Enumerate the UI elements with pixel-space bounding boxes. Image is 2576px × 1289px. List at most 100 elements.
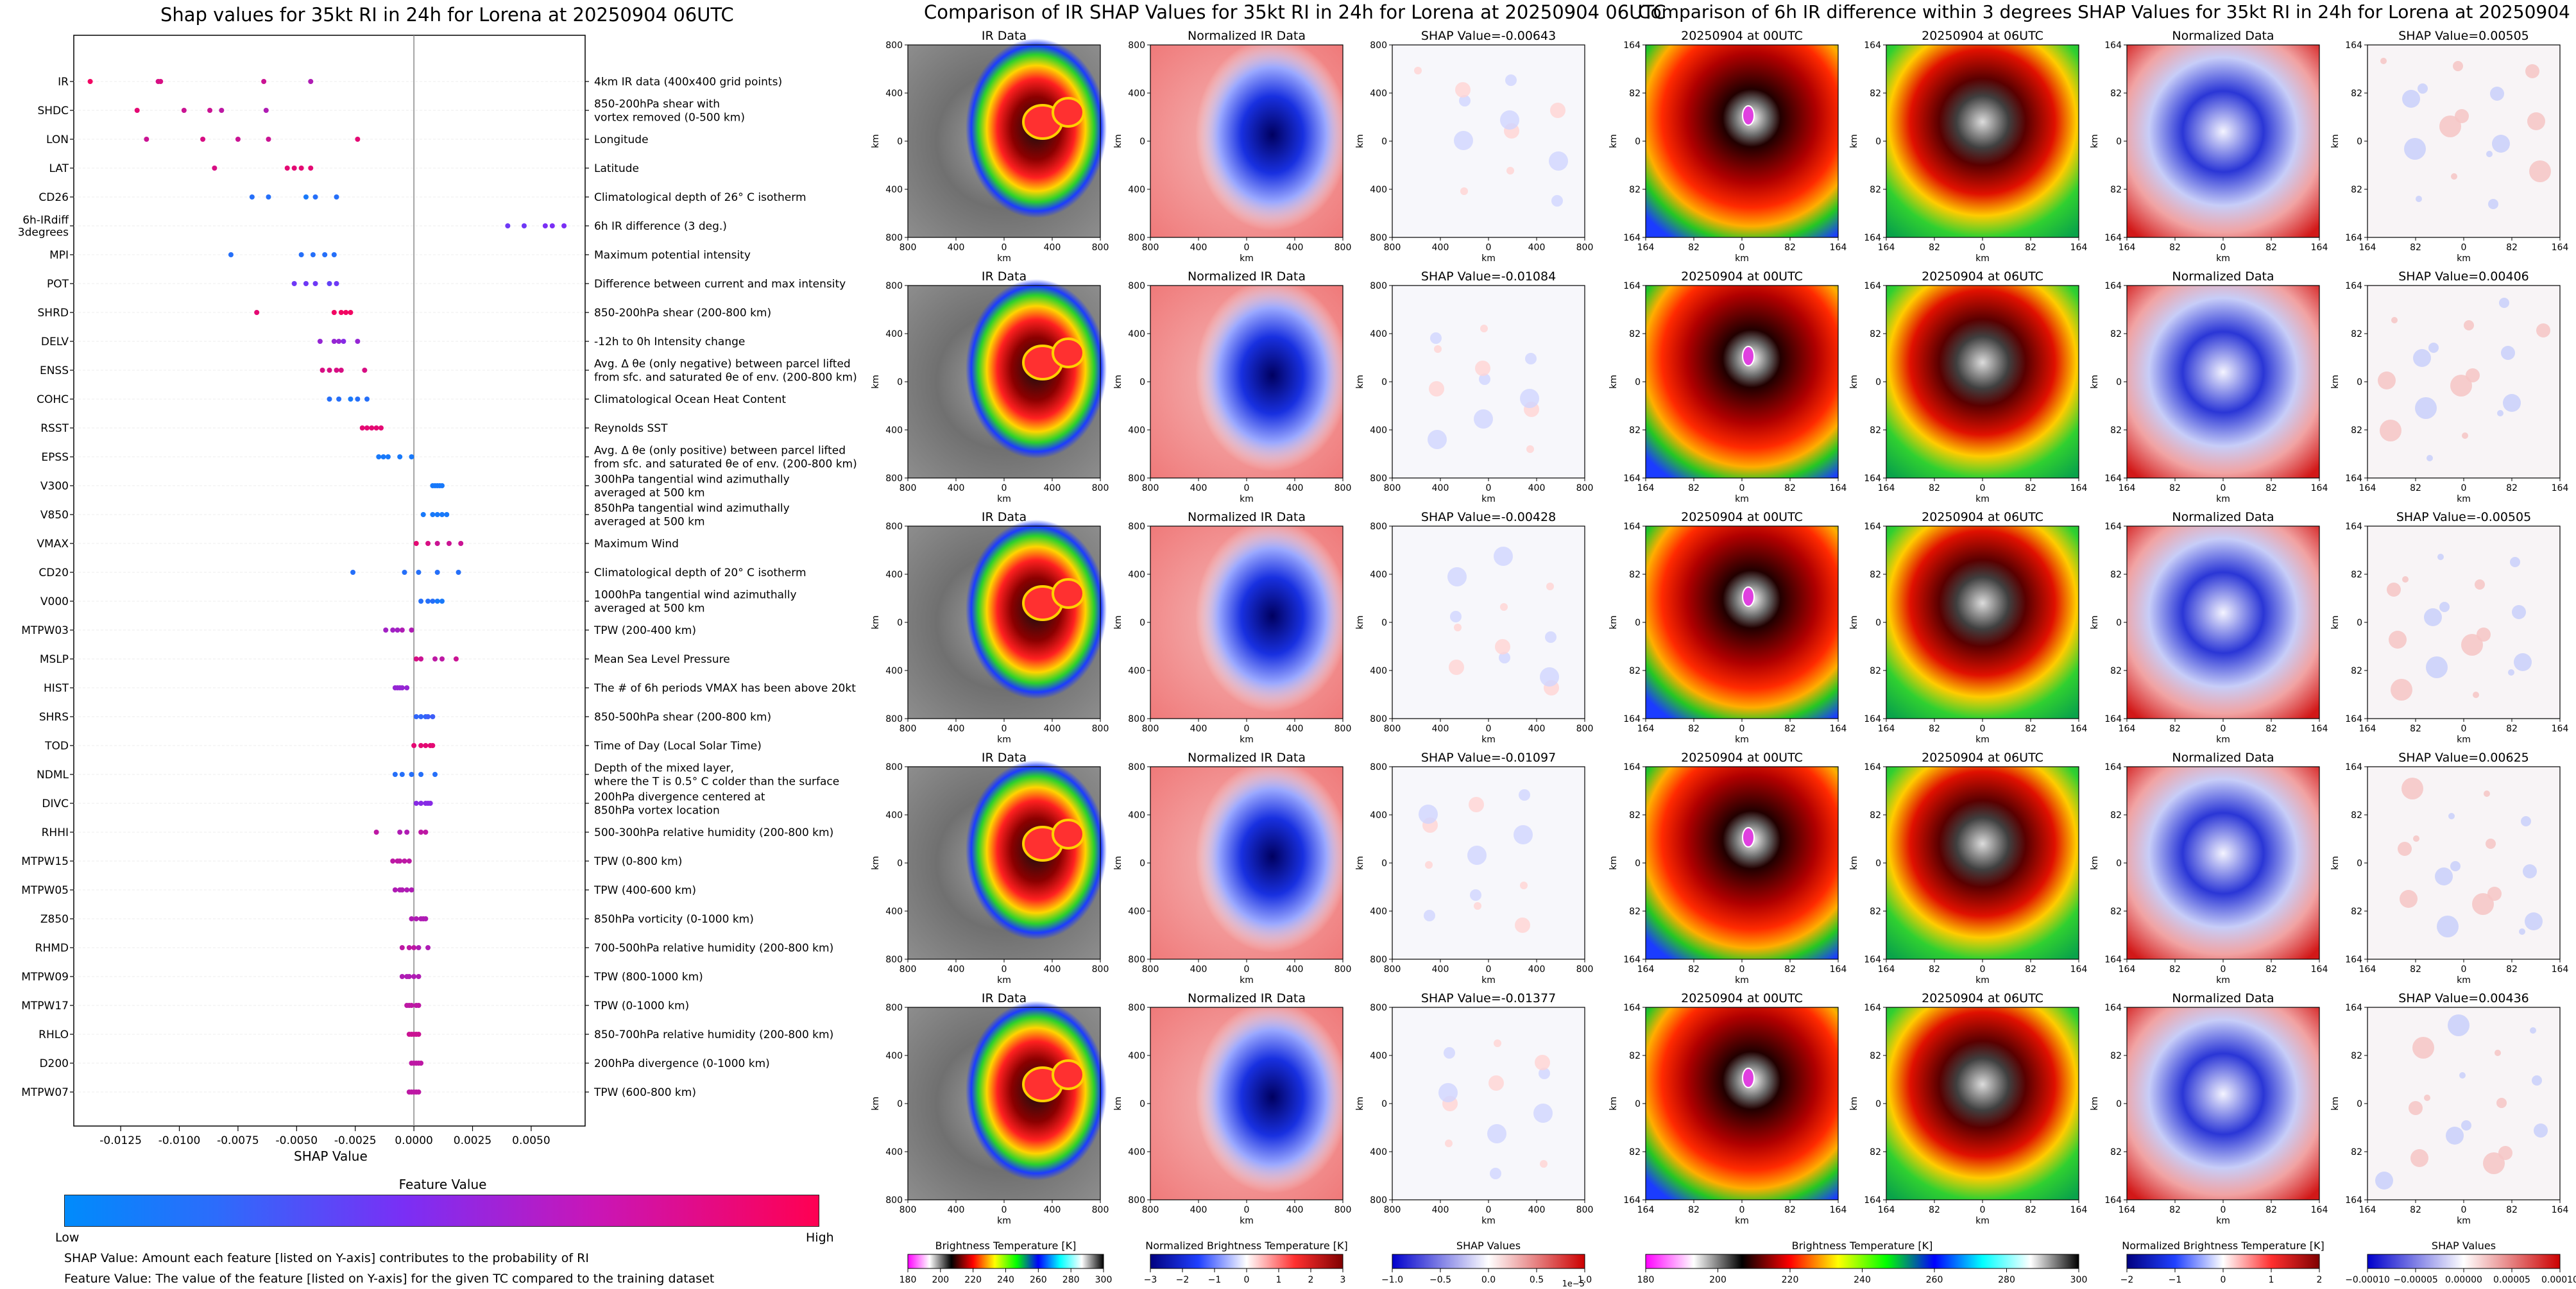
feature-description: Reynolds SST [594, 422, 668, 435]
shap-blob [2391, 317, 2398, 323]
y-tick-label: 82 [2351, 425, 2362, 436]
shap-point [348, 397, 354, 402]
shap-blob [2416, 196, 2422, 202]
x-axis-label: km [1735, 253, 1749, 264]
irdiff-normalized-image [2127, 526, 2319, 719]
shap-point [434, 541, 440, 546]
x-tick-label: 400 [1190, 483, 1207, 493]
feature-name: DIVC [42, 798, 69, 810]
shap-blob [1474, 409, 1493, 429]
x-tick-label: 400 [948, 724, 965, 734]
shap-point [402, 858, 407, 864]
x-tick-label: 82 [2265, 483, 2277, 493]
x-axis-label: km [1975, 494, 1990, 504]
feature-name: EPSS [41, 451, 69, 464]
y-tick-label: 164 [1864, 40, 1881, 51]
feature-description: 700-500hPa relative humidity (200-800 km… [594, 942, 833, 955]
y-tick-label: 400 [885, 425, 903, 436]
shap-blob [2501, 346, 2515, 360]
y-axis-label: km [1608, 1097, 1619, 1111]
shap-point [439, 656, 445, 662]
x-axis-label: km [2457, 735, 2471, 745]
shap-blob [2451, 173, 2457, 180]
irdiff-06utc-image [1886, 1007, 2079, 1200]
x-axis-label: km [1735, 975, 1749, 986]
feature-description: Latitude [594, 162, 639, 175]
x-tick-label: 82 [1929, 1205, 1940, 1215]
y-axis-label: km [1608, 615, 1619, 629]
x-tick-label: 164 [2552, 724, 2569, 734]
x-tick-label: 0 [1244, 243, 1250, 253]
x-tick-label: 82 [2410, 964, 2421, 975]
colorbar-tick-label: 240 [997, 1275, 1014, 1285]
y-tick-label: 82 [1870, 666, 1881, 676]
shap-blob [2536, 323, 2550, 337]
colorbar-tick-label: 0.00010 [2541, 1275, 2576, 1285]
y-axis-label: km [1355, 615, 1365, 629]
shap-blob [2534, 1123, 2548, 1138]
shap-blob [1438, 1083, 1458, 1102]
shap-blob [2402, 576, 2409, 583]
feature-description: averaged at 500 km [594, 487, 705, 500]
shap-blob [2375, 1172, 2393, 1190]
x-tick-label: 82 [1784, 483, 1796, 493]
shap-point [444, 512, 450, 517]
ir-data-title: IR Data [982, 269, 1027, 284]
shap-blob [2427, 455, 2433, 461]
shap-blob [1430, 332, 1442, 344]
x-tick-label: 800 [1576, 483, 1594, 493]
x-tick-label: 164 [2119, 964, 2136, 975]
shap-blob [1500, 603, 1508, 611]
y-tick-label: 0 [897, 1099, 903, 1109]
ir-shap-title: SHAP Value=-0.00643 [1421, 29, 1556, 43]
feature-description: 500-300hPa relative humidity (200-800 km… [594, 826, 833, 839]
x-tick-label: 164 [2070, 243, 2088, 253]
shap-point [418, 743, 424, 748]
y-tick-label: 0 [1875, 137, 1881, 147]
ir-shap-title: SHAP Value=-0.01084 [1421, 269, 1556, 284]
irdiff-06utc-title: 20250904 at 06UTC [1922, 510, 2043, 524]
shap-point [303, 194, 309, 200]
shap-point [331, 310, 337, 315]
y-axis-label: km [1355, 134, 1365, 148]
y-tick-label: 800 [1128, 762, 1145, 773]
shap-blob [2400, 890, 2418, 908]
shap-blob [2512, 605, 2526, 619]
x-tick-label: 400 [1190, 243, 1207, 253]
y-tick-label: 164 [2104, 955, 2122, 965]
shap-point [341, 339, 346, 344]
y-tick-label: 0 [2357, 137, 2362, 147]
x-tick-label: 0 [2221, 243, 2226, 253]
shap-point [446, 541, 452, 546]
shap-plot-frame [73, 35, 586, 1127]
colorbar-tick-label: −1 [1208, 1275, 1222, 1285]
x-tick-label: 164 [2311, 724, 2328, 734]
colorbar-tick-label: 0.0 [1481, 1275, 1496, 1285]
y-tick-label: 800 [885, 281, 903, 291]
y-tick-label: 400 [1128, 1147, 1145, 1157]
shap-blob [1546, 583, 1554, 590]
x-tick-label: 400 [1190, 964, 1207, 975]
shap-point [418, 656, 424, 662]
shap-blob [1474, 902, 1481, 910]
shap-blob [1445, 1140, 1453, 1147]
feature-value-colorbar-title: Feature Value [398, 1177, 487, 1192]
x-tick-label: 400 [948, 483, 965, 493]
shap-blob [1490, 1168, 1501, 1179]
feature-name: 3degrees [18, 226, 69, 239]
y-tick-label: 400 [885, 666, 903, 676]
y-tick-label: 0 [897, 137, 903, 147]
x-tick-label: 0.0000 [395, 1134, 432, 1147]
feature-description: Climatological depth of 20° C isotherm [594, 567, 806, 579]
shap-blob [1505, 74, 1517, 86]
shap-blob [2514, 653, 2532, 671]
y-tick-label: 82 [1629, 329, 1641, 339]
ir-shap-image [1392, 1007, 1585, 1200]
colorbar-tick-label: −1 [2169, 1275, 2182, 1285]
x-tick-label: 800 [1142, 243, 1159, 253]
irdiff-06utc-image [1886, 526, 2079, 719]
feature-name: IR [58, 76, 69, 89]
shap-point [261, 79, 267, 84]
y-axis-label: km [2090, 375, 2100, 389]
x-tick-label: 800 [1384, 724, 1401, 734]
